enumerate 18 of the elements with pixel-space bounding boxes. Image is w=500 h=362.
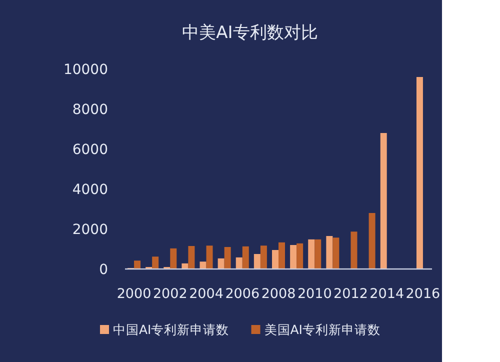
x-tick-label: 2012 [334, 286, 368, 302]
y-tick-label: 4000 [72, 182, 108, 198]
x-tick-label: 2006 [225, 286, 260, 302]
y-tick-label: 0 [99, 262, 108, 278]
x-tick-label: 2000 [116, 286, 152, 302]
x-tick-label: 2010 [297, 286, 332, 302]
y-tick-label: 2000 [72, 222, 108, 238]
x-tick-label: 2004 [189, 286, 224, 302]
legend-label: 美国AI专利新申请数 [264, 322, 380, 337]
x-tick-label: 2016 [406, 286, 440, 302]
x-tick-label: 2008 [261, 286, 296, 302]
legend-label: 中国AI专利新申请数 [113, 322, 230, 337]
y-tick-label: 10000 [63, 62, 108, 78]
y-tick-label: 6000 [72, 142, 108, 158]
y-tick-label: 8000 [72, 102, 108, 118]
chart-title: 中美AI专利数对比 [182, 23, 318, 43]
x-tick-label: 2014 [370, 286, 404, 302]
x-tick-label: 2002 [152, 286, 188, 302]
